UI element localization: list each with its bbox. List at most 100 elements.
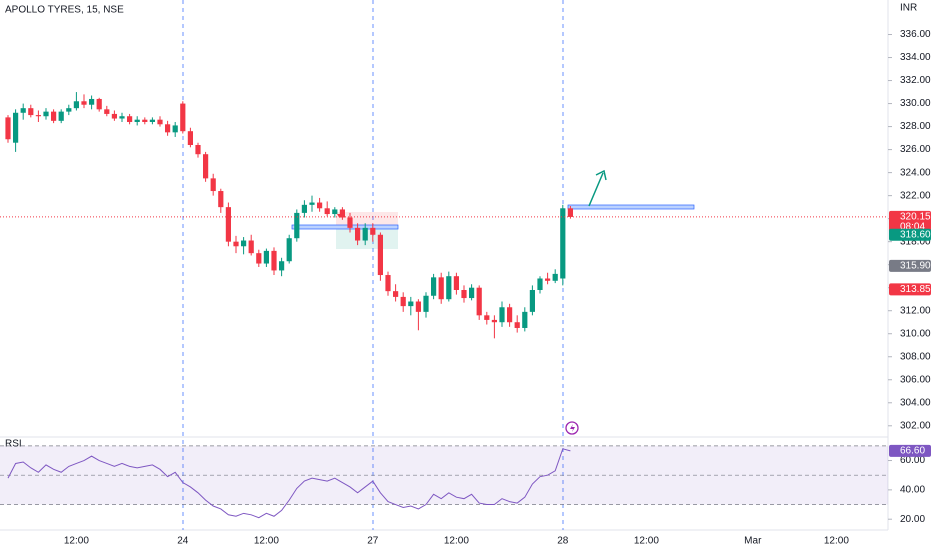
y-tick-label: 330.00 — [900, 98, 931, 109]
price-badge-label: 313.85 — [900, 284, 931, 295]
x-tick-label: Mar — [744, 536, 762, 547]
candle-body — [157, 119, 163, 125]
candle-body — [43, 111, 49, 117]
y-tick-label: 336.00 — [900, 29, 931, 40]
price-badge-label: 315.90 — [900, 260, 931, 271]
price-badge — [889, 259, 931, 272]
candle-body — [248, 240, 254, 254]
price-badge-label: 320.15 — [900, 212, 931, 223]
candle-body — [66, 108, 72, 112]
candle-body — [537, 278, 543, 290]
rsi-tick-label: 60.00 — [900, 455, 925, 466]
x-tick-label: 27 — [367, 536, 379, 547]
candle-body — [484, 315, 490, 320]
x-tick-label: 12:00 — [254, 536, 279, 547]
candle-body — [256, 253, 262, 264]
y-tick-label: 328.00 — [900, 121, 931, 132]
candle-body — [149, 119, 155, 122]
candle-body — [438, 277, 444, 300]
candle-body — [347, 217, 353, 228]
y-tick-label: 324.00 — [900, 167, 931, 178]
candle-body — [476, 287, 482, 316]
candle-body — [51, 111, 57, 121]
candle-body — [514, 322, 520, 328]
candle-body — [73, 101, 79, 109]
candle-body — [279, 261, 285, 271]
x-tick-label: 12:00 — [634, 536, 659, 547]
candle-body — [233, 241, 239, 247]
candle-body — [127, 116, 133, 122]
price-axis — [888, 0, 932, 550]
candle-body — [203, 154, 209, 179]
candle-body — [400, 296, 406, 307]
rsi-tick-label: 20.00 — [900, 514, 925, 525]
candle-body — [461, 290, 467, 299]
candle-body — [507, 307, 513, 323]
candle-body — [567, 208, 573, 217]
x-tick-label: 12:00 — [444, 536, 469, 547]
chart-title: APOLLO TYRES, 15, NSE — [5, 5, 124, 16]
candle-body — [317, 202, 323, 209]
candle-body — [431, 277, 437, 296]
candle-body — [552, 273, 558, 281]
candle-body — [522, 311, 528, 328]
candle-body — [81, 101, 87, 105]
candle-body — [545, 278, 551, 281]
candle-body — [96, 98, 102, 110]
indicator-name: RSI — [5, 439, 22, 450]
candle-body — [324, 208, 330, 215]
candle-body — [20, 108, 26, 113]
candle-body — [560, 208, 566, 279]
candle-body — [263, 250, 269, 264]
candle-body — [172, 125, 178, 133]
candle-body — [195, 145, 201, 155]
candle-body — [294, 212, 300, 239]
x-tick-label: 28 — [557, 536, 569, 547]
candle-body — [370, 227, 376, 235]
drawing-box — [291, 224, 399, 230]
x-tick-label: 24 — [177, 536, 189, 547]
rsi-line — [7, 448, 571, 519]
candle-body — [385, 275, 391, 292]
arrow-annotation — [588, 169, 607, 207]
candle-body — [165, 124, 171, 133]
rsi-badge — [889, 444, 931, 457]
candle-body — [142, 119, 148, 122]
candle-body — [332, 209, 338, 215]
candle-body — [286, 238, 292, 262]
y-tick-label: 302.00 — [900, 420, 931, 431]
price-badge — [889, 228, 931, 241]
y-tick-label: 308.00 — [900, 351, 931, 362]
candle-body — [119, 116, 125, 119]
candle-body — [35, 115, 41, 117]
candle-body — [271, 250, 277, 271]
candle-body — [408, 301, 414, 307]
candle-body — [225, 207, 231, 242]
x-tick-label: 12:00 — [64, 536, 89, 547]
drawing-box — [567, 204, 695, 210]
candle-body — [362, 227, 368, 241]
candle-body — [134, 119, 140, 122]
candle-body — [111, 113, 117, 119]
price-badge — [889, 210, 931, 233]
y-tick-label: 310.00 — [900, 328, 931, 339]
candle-body — [393, 291, 399, 297]
candle-body — [415, 301, 421, 312]
candle-body — [58, 111, 64, 121]
candle-body — [28, 108, 34, 116]
price-badge-label: 318.60 — [900, 229, 931, 240]
countdown: 08:04 — [900, 222, 925, 233]
candle-body — [241, 240, 247, 247]
event-icon — [570, 424, 575, 432]
y-tick-label: 334.00 — [900, 52, 931, 63]
price-badge — [889, 283, 931, 296]
y-tick-label: 312.00 — [900, 305, 931, 316]
candle-body — [499, 307, 505, 323]
candle-body — [339, 209, 345, 218]
candle-body — [301, 204, 307, 213]
y-tick-label: 322.00 — [900, 190, 931, 201]
y-tick-label: 318.00 — [900, 236, 931, 247]
candle-body — [423, 295, 429, 312]
